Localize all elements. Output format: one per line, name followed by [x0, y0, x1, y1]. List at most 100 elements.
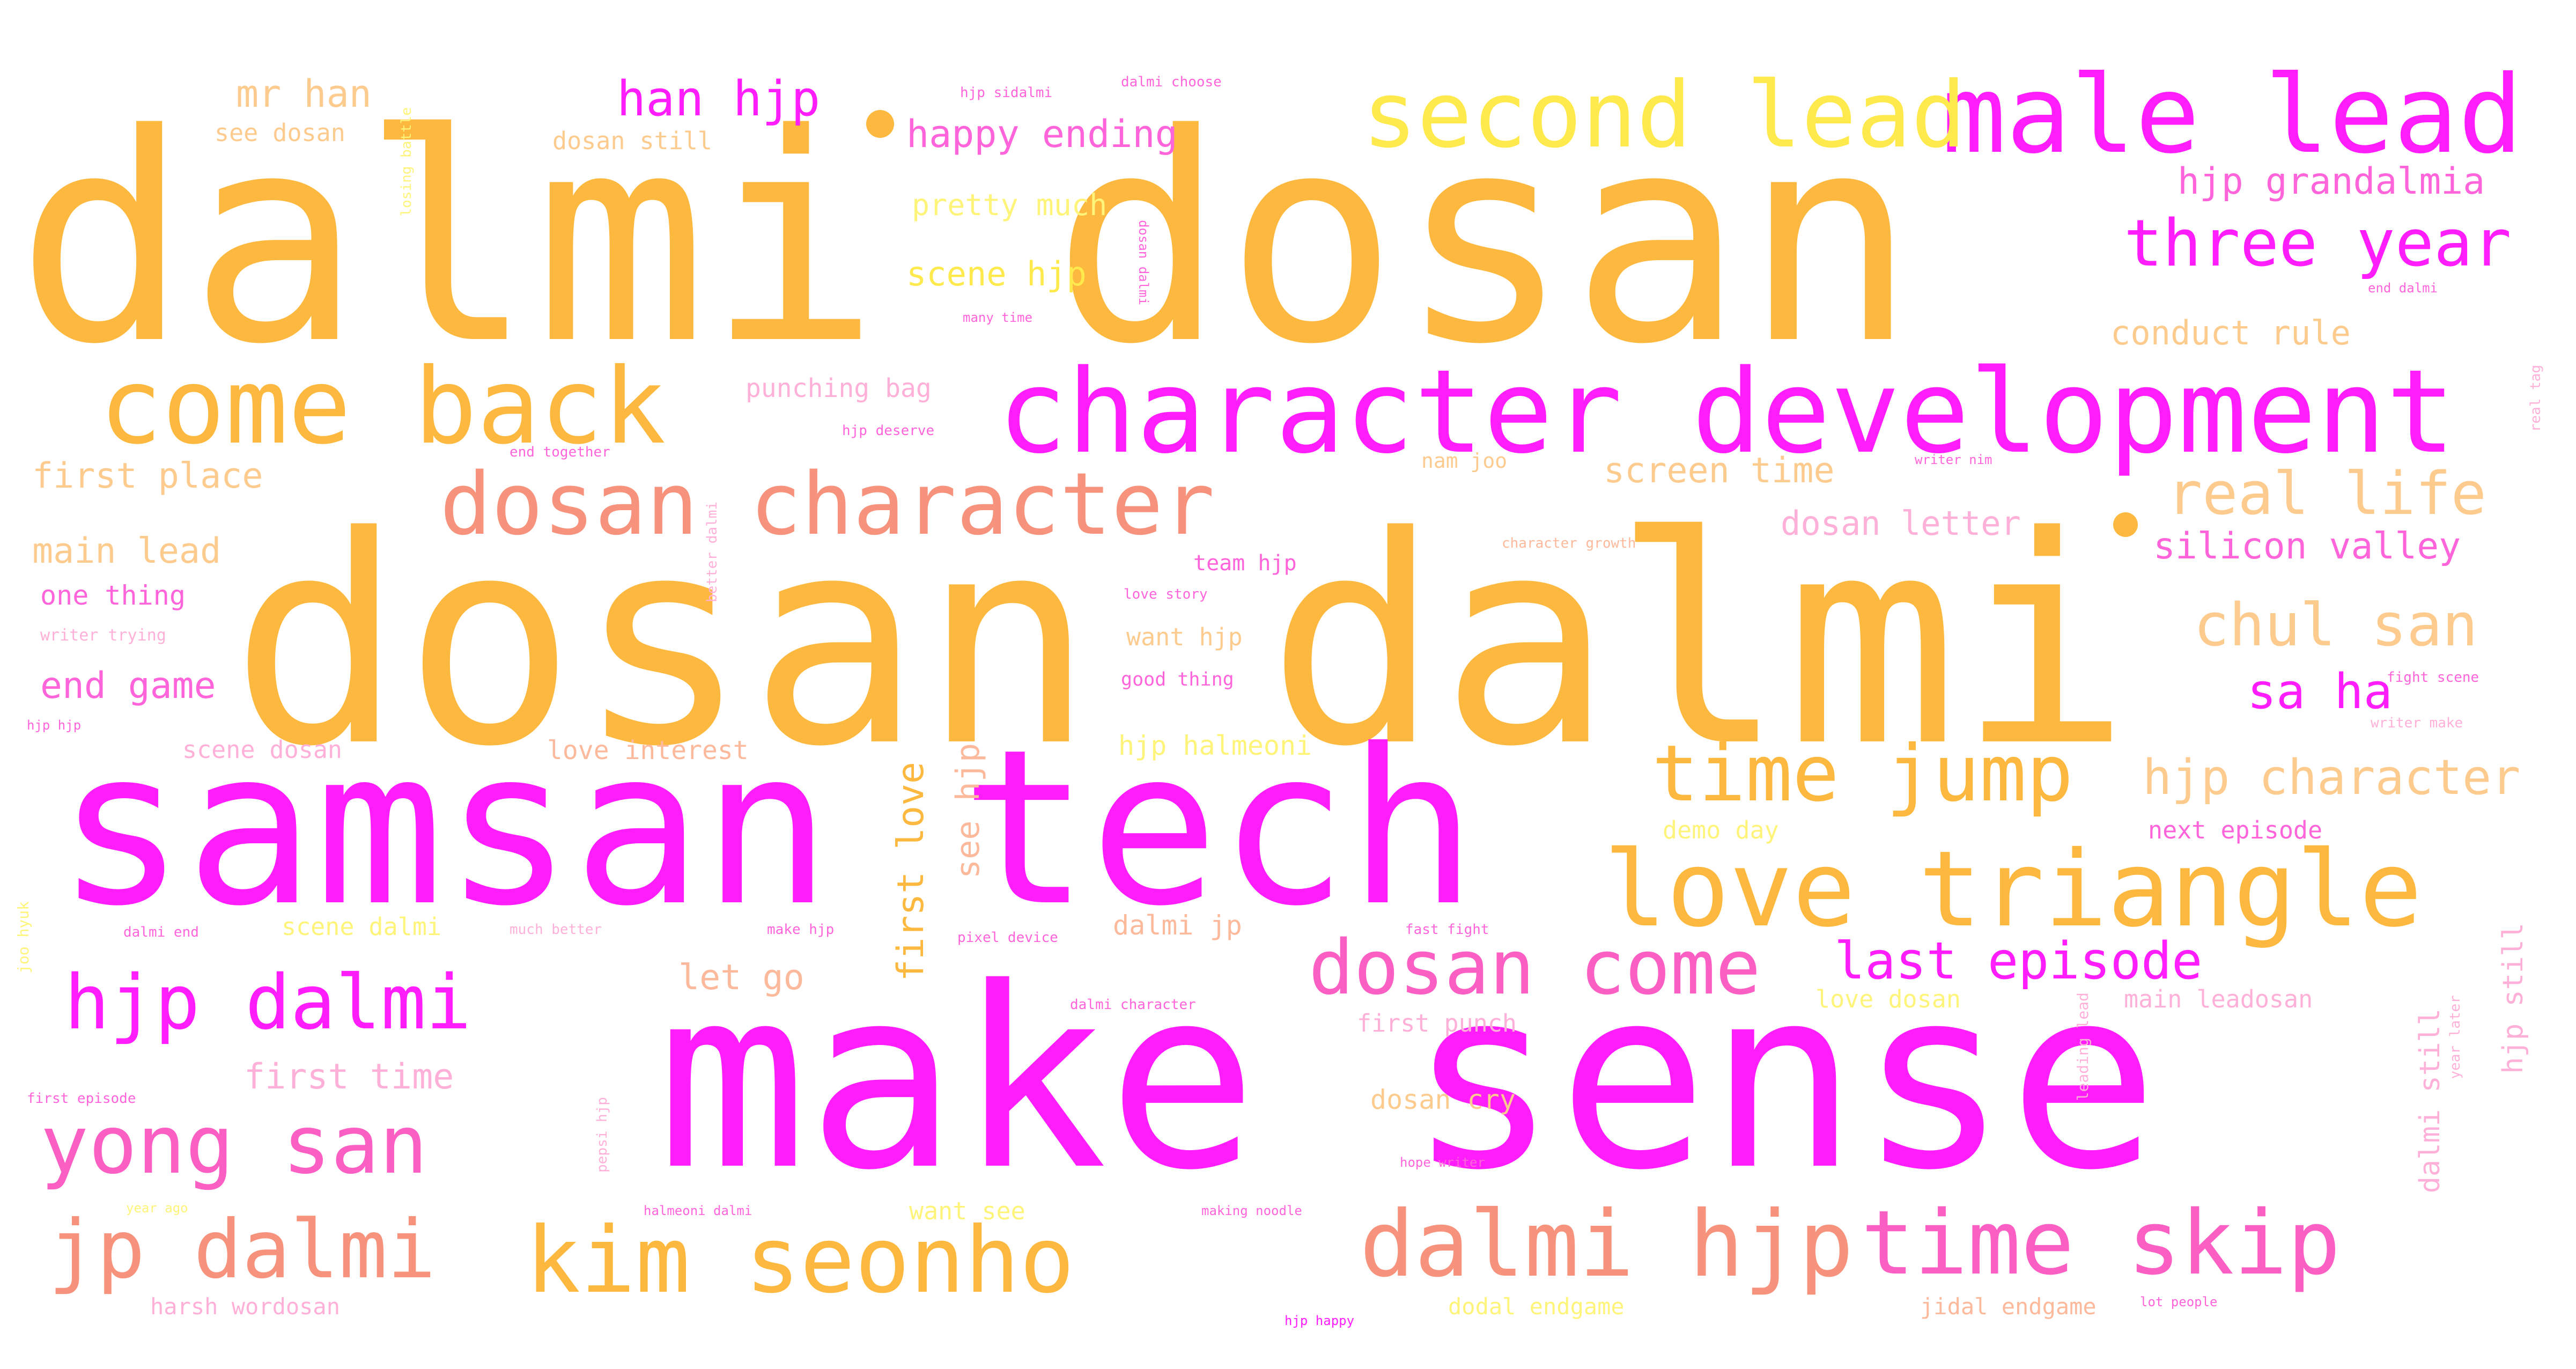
word: joo hyuk: [14, 901, 32, 974]
word: dosan still: [552, 127, 713, 155]
word: hjp halmeoni: [1118, 730, 1312, 761]
word: make sense: [657, 934, 2159, 1225]
dot-mark: [2113, 512, 2138, 537]
word: writer trying: [40, 626, 166, 645]
word: scene dalmi: [282, 912, 442, 941]
word: real tag: [2528, 365, 2544, 432]
word: hjp still: [2497, 923, 2529, 1074]
word: writer nim: [1915, 452, 1992, 467]
word: screen time: [1604, 451, 1835, 491]
word: dosan dalmi: [231, 475, 2131, 809]
word: pixel device: [957, 930, 1058, 946]
word: chul san: [2194, 591, 2478, 659]
word: jp dalmi: [48, 1203, 436, 1297]
word: sa ha: [2247, 664, 2393, 720]
word: time jump: [1652, 728, 2073, 819]
word: harsh wordosan: [150, 1293, 341, 1320]
word: first love: [890, 762, 932, 982]
dot-mark: [866, 110, 894, 138]
word: end together: [510, 444, 610, 460]
word: real life: [2167, 459, 2487, 528]
word: good thing: [1121, 669, 1234, 690]
word: mr han: [236, 72, 372, 116]
word: end dalmi: [2368, 281, 2438, 296]
word: hjp sidalmi: [960, 85, 1053, 101]
word: main leadosan: [2124, 985, 2313, 1013]
word: demo day: [1663, 816, 1779, 844]
word: hjp character: [2143, 749, 2521, 806]
word: dosan letter: [1781, 504, 2021, 543]
word: hjp hjp: [27, 718, 82, 733]
word: one thing: [40, 580, 186, 611]
word: dodal endgame: [1448, 1293, 1625, 1320]
word: leading lead: [2074, 992, 2092, 1101]
word: love interest: [547, 735, 749, 766]
word: end game: [40, 665, 216, 707]
word: second lead: [1362, 62, 1966, 168]
word: pepsi hjp: [594, 1097, 610, 1173]
word: dalmi still: [2414, 1009, 2446, 1194]
word: three year: [2124, 207, 2512, 281]
word: han hjp: [617, 71, 821, 127]
word: want see: [909, 1197, 1025, 1225]
word: losing battle: [398, 107, 415, 217]
word: halmeoni dalmi: [644, 1203, 752, 1218]
word: much better: [510, 922, 602, 938]
word: love story: [1124, 586, 1208, 602]
word: hjp deserve: [842, 423, 935, 439]
word: first episode: [27, 1091, 136, 1107]
word: year later: [2447, 995, 2463, 1079]
word: dosan dalmi: [1136, 220, 1151, 305]
word: writer make: [2371, 715, 2463, 731]
word: time skip: [1861, 1191, 2341, 1294]
word: first place: [32, 456, 263, 496]
word: hope writer: [1400, 1155, 1485, 1170]
word: see hjp: [949, 743, 987, 879]
word: team hjp: [1193, 551, 1297, 576]
word: kim seonho: [526, 1208, 1075, 1314]
word: dosan come: [1309, 924, 1761, 1012]
word: dalmi dosan: [16, 73, 1917, 407]
word: making noodle: [1201, 1203, 1302, 1218]
word: samsan tech: [56, 704, 1478, 953]
word: conduct rule: [2110, 313, 2351, 352]
word: dosan cry: [1370, 1084, 1516, 1115]
word: character development: [998, 344, 2456, 479]
word: hjp happy: [1285, 1313, 1355, 1328]
word: dosan character: [440, 454, 1215, 554]
word: hjp grandalmia: [2178, 160, 2485, 203]
word: fast fight: [1405, 922, 1489, 938]
word: dalmi character: [1070, 997, 1196, 1013]
word: better dalmi: [704, 502, 720, 602]
word: want hjp: [1126, 623, 1243, 651]
word: pretty much: [912, 188, 1108, 222]
word: many time: [963, 310, 1033, 325]
word: year ago: [126, 1201, 188, 1216]
word: dalmi end: [123, 924, 199, 940]
word: hjp dalmi: [64, 959, 471, 1047]
word: love dosan: [1815, 985, 1961, 1013]
word: dalmi jp: [1113, 910, 1242, 941]
word: jidal endgame: [1920, 1293, 2097, 1320]
word: see dosan: [215, 119, 345, 147]
word: yong san: [40, 1099, 428, 1192]
word: happy ending: [906, 112, 1178, 156]
word: silicon valley: [2153, 525, 2461, 568]
word: nam joo: [1421, 449, 1508, 473]
word: punching bag: [746, 373, 932, 403]
word: make hjp: [767, 922, 835, 938]
word: male lead: [1942, 53, 2523, 178]
word: last episode: [1834, 932, 2203, 991]
word: dalmi hjp: [1360, 1191, 1854, 1298]
word: scene hjp: [906, 254, 1087, 293]
word: lot people: [2140, 1294, 2218, 1309]
word: come back: [99, 345, 666, 467]
word: fight scene: [2387, 669, 2479, 686]
word: next episode: [2148, 816, 2323, 844]
word: main lead: [32, 531, 222, 571]
word: character growth: [1502, 535, 1636, 551]
word: dalmi choose: [1121, 74, 1222, 90]
word: first punch: [1357, 1009, 1517, 1037]
word: let go: [678, 958, 804, 998]
